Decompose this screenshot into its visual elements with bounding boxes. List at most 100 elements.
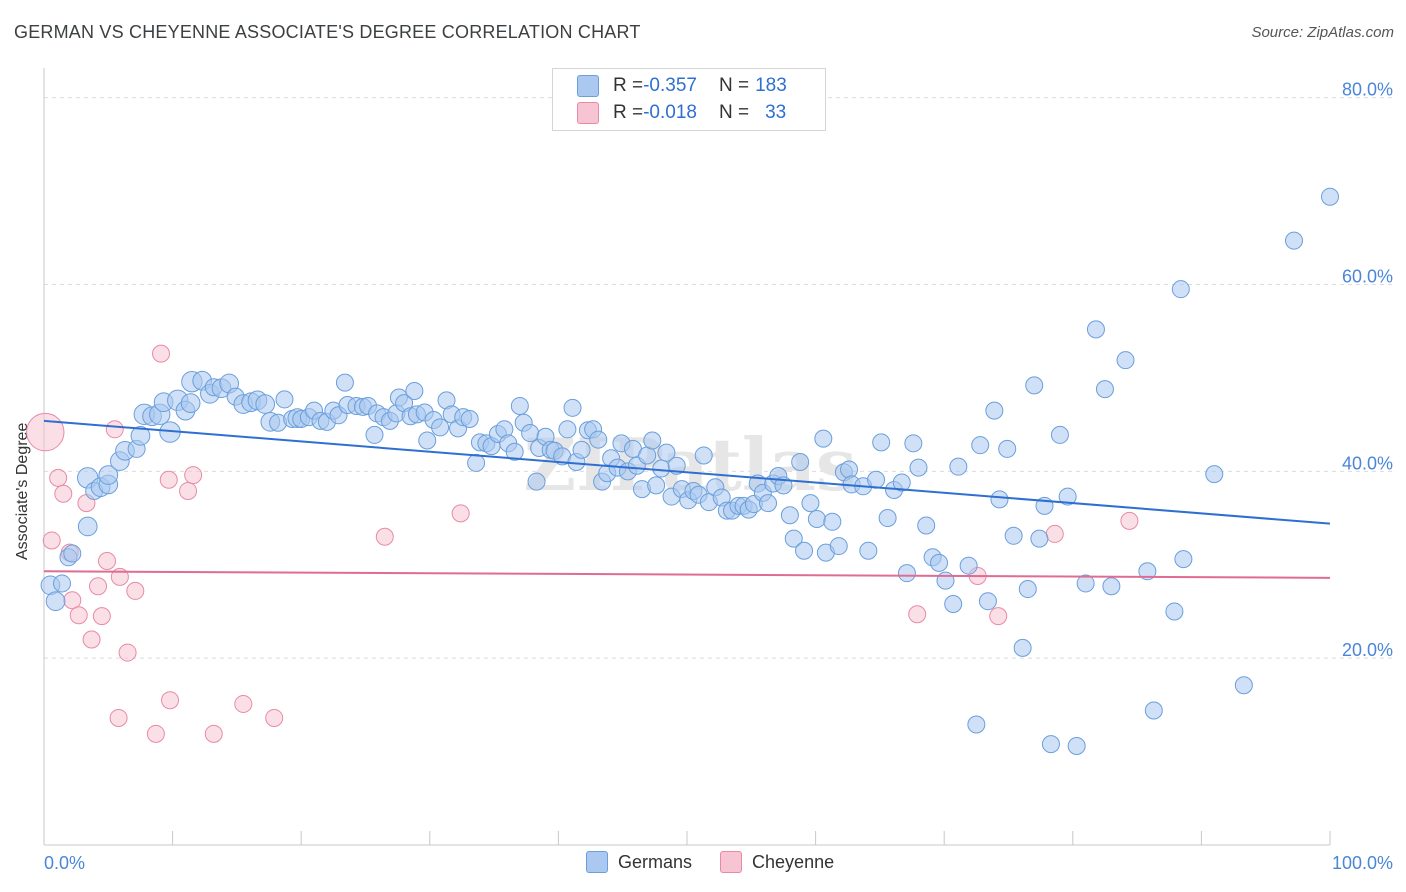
y-tick-label: 20.0% bbox=[1342, 640, 1393, 660]
german-point bbox=[275, 390, 294, 409]
bottom-legend: Germans Cheyenne bbox=[586, 851, 834, 873]
german-point bbox=[667, 456, 686, 475]
german-point bbox=[558, 420, 577, 439]
cheyenne-point bbox=[126, 581, 145, 600]
german-point bbox=[990, 490, 1009, 509]
german-point bbox=[814, 429, 833, 448]
n-value-germans: 183 bbox=[755, 75, 787, 96]
german-point bbox=[878, 509, 897, 528]
german-point bbox=[930, 553, 949, 572]
german-point bbox=[1086, 320, 1105, 339]
legend-item-cheyenne[interactable]: Cheyenne bbox=[720, 851, 834, 873]
stats-row-cheyenne: R = -0.018 N = 33 bbox=[577, 102, 786, 124]
german-point bbox=[780, 506, 799, 525]
german-point bbox=[255, 394, 276, 414]
german-point bbox=[1041, 735, 1060, 754]
german-point bbox=[1234, 676, 1253, 695]
german-point bbox=[1174, 550, 1193, 569]
cheyenne-legend-swatch bbox=[720, 851, 743, 873]
german-trend-line bbox=[43, 419, 1331, 525]
cheyenne-swatch bbox=[577, 102, 599, 124]
germans-swatch bbox=[577, 75, 599, 97]
german-point bbox=[1018, 580, 1037, 599]
stats-legend: R = -0.357 N = 183 R = -0.018 N = 33 bbox=[552, 68, 826, 131]
german-point bbox=[1116, 351, 1135, 370]
german-point bbox=[829, 537, 848, 556]
cheyenne-point bbox=[184, 466, 203, 485]
x-tick-label-max: 100.0% bbox=[1332, 853, 1393, 873]
german-point bbox=[985, 401, 1004, 420]
axes bbox=[43, 68, 1331, 846]
german-point bbox=[657, 443, 676, 462]
german-point bbox=[978, 592, 997, 611]
legend-label-cheyenne: Cheyenne bbox=[752, 851, 835, 872]
cheyenne-point bbox=[92, 607, 111, 626]
chart-title: GERMAN VS CHEYENNE ASSOCIATE'S DEGREE CO… bbox=[14, 22, 641, 42]
german-point bbox=[1050, 425, 1069, 444]
german-point bbox=[784, 529, 803, 548]
cheyenne-point bbox=[89, 577, 108, 596]
german-point bbox=[1095, 380, 1114, 399]
german-point bbox=[521, 424, 540, 443]
german-point bbox=[98, 465, 119, 485]
german-point bbox=[840, 460, 859, 479]
german-point bbox=[807, 509, 826, 528]
cheyenne-point bbox=[49, 468, 68, 487]
german-point bbox=[904, 434, 923, 453]
cheyenne-point bbox=[234, 694, 253, 713]
cheyenne-point bbox=[26, 412, 65, 452]
n-value-cheyenne: 33 bbox=[765, 102, 787, 123]
german-point bbox=[971, 436, 990, 455]
german-point bbox=[53, 574, 72, 593]
r-label: R = bbox=[613, 102, 644, 123]
cheyenne-point bbox=[159, 470, 178, 489]
n-label: N = bbox=[718, 75, 750, 96]
german-point bbox=[431, 418, 450, 437]
german-point bbox=[1025, 376, 1044, 395]
chart-source: Source: ZipAtlas.com bbox=[1251, 24, 1394, 41]
r-value-cheyenne: -0.018 bbox=[643, 102, 697, 123]
german-point bbox=[365, 425, 384, 444]
german-point bbox=[405, 382, 424, 401]
german-points bbox=[40, 187, 1339, 755]
x-tick-label-min: 0.0% bbox=[44, 853, 85, 873]
tick-labels: 20.0% 40.0% 60.0% 80.0% 0.0% 100.0% bbox=[44, 80, 1393, 873]
cheyenne-point bbox=[204, 724, 223, 743]
cheyenne-point bbox=[161, 691, 180, 710]
german-point bbox=[1076, 574, 1095, 593]
german-point bbox=[638, 446, 657, 465]
cheyenne-point bbox=[265, 708, 284, 727]
german-point bbox=[801, 494, 820, 513]
german-point bbox=[563, 398, 582, 417]
german-point bbox=[652, 459, 671, 478]
german-point bbox=[45, 591, 66, 612]
german-point bbox=[944, 594, 963, 613]
german-point bbox=[867, 470, 886, 489]
legend-item-germans[interactable]: Germans bbox=[586, 851, 692, 873]
cheyenne-point bbox=[54, 484, 73, 503]
r-value-germans: -0.357 bbox=[643, 75, 697, 96]
y-tick-label: 80.0% bbox=[1342, 80, 1393, 100]
cheyenne-point bbox=[1120, 511, 1139, 530]
german-point bbox=[1138, 562, 1157, 581]
cheyenne-point bbox=[109, 708, 128, 727]
cheyenne-point bbox=[1045, 524, 1064, 543]
german-point bbox=[759, 494, 778, 513]
cheyenne-point bbox=[146, 724, 165, 743]
german-point bbox=[63, 544, 82, 563]
cheyenne-point bbox=[451, 504, 470, 523]
german-point bbox=[1013, 638, 1032, 657]
german-point bbox=[1144, 701, 1163, 720]
german-point bbox=[1284, 231, 1303, 250]
german-point bbox=[909, 458, 928, 477]
cheyenne-points bbox=[26, 344, 1139, 743]
cheyenne-point bbox=[375, 527, 394, 546]
german-point bbox=[892, 473, 911, 492]
german-point bbox=[572, 440, 591, 459]
cheyenne-point bbox=[152, 344, 171, 363]
german-point bbox=[949, 457, 968, 476]
german-point bbox=[505, 442, 524, 461]
german-point bbox=[180, 393, 201, 413]
german-point bbox=[335, 373, 354, 392]
